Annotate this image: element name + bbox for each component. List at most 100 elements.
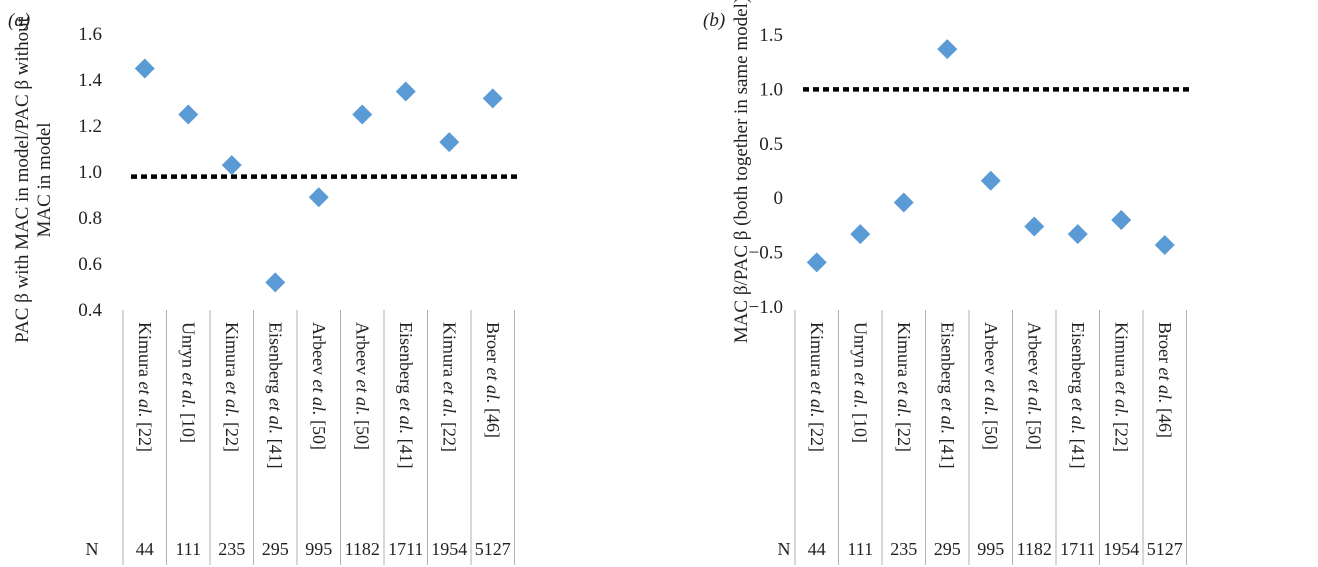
category-author: Kimura <box>439 322 459 381</box>
category-label: Unryn et al. [10] <box>850 322 870 443</box>
category-etal: et al. <box>396 398 416 434</box>
data-point <box>1067 224 1088 245</box>
category-author: Broer <box>1155 322 1175 367</box>
y-tick-label: 1.2 <box>78 116 102 137</box>
category-label: Arbeev et al. [50] <box>309 322 329 450</box>
category-etal: et al. <box>439 381 459 417</box>
category-author: Kimura <box>1111 322 1131 381</box>
category-label: Kimura et al. [22] <box>807 322 827 452</box>
category-author: Unryn <box>178 322 198 373</box>
category-label: Unryn et al. [10] <box>178 322 198 443</box>
data-point <box>308 187 329 208</box>
category-label: Arbeev et al. [50] <box>981 322 1001 450</box>
category-author: Kimura <box>807 322 827 381</box>
data-point <box>850 224 871 245</box>
category-ref: [41] <box>1068 434 1088 469</box>
category-ref: [41] <box>396 434 416 469</box>
y-tick-label: 0.4 <box>78 300 102 321</box>
category-etal: et al. <box>807 381 827 417</box>
category-etal: et al. <box>937 398 957 434</box>
y-tick-label: 0 <box>774 188 784 209</box>
y-axis-label: MAC in model <box>34 122 55 237</box>
data-point <box>980 170 1001 191</box>
y-axis-label: PAC β with MAC in model/PAC β without <box>12 16 33 342</box>
data-point <box>1111 209 1132 230</box>
n-value: 995 <box>977 539 1004 559</box>
y-tick-label: 1.6 <box>78 24 102 45</box>
category-author: Eisenberg <box>937 322 957 398</box>
category-author: Broer <box>483 322 503 367</box>
n-value: 1954 <box>431 539 467 559</box>
category-label: Kimura et al. [22] <box>1111 322 1131 452</box>
n-value: 1954 <box>1103 539 1139 559</box>
category-etal: et al. <box>1111 381 1131 417</box>
y-tick-label: 1.0 <box>78 162 102 183</box>
n-label: N <box>86 539 99 559</box>
y-tick-label: 1.5 <box>759 25 783 46</box>
y-tick-label: 0.6 <box>78 254 102 275</box>
category-author: Eisenberg <box>265 322 285 398</box>
category-ref: [22] <box>135 417 155 452</box>
category-ref: [50] <box>1024 415 1044 450</box>
data-point <box>221 155 242 176</box>
category-ref: [46] <box>1155 403 1175 438</box>
category-ref: [22] <box>439 417 459 452</box>
category-author: Kimura <box>135 322 155 381</box>
category-label: Kimura et al. [22] <box>894 322 914 452</box>
category-author: Eisenberg <box>396 322 416 398</box>
category-ref: [50] <box>981 415 1001 450</box>
category-label: Kimura et al. [22] <box>439 322 459 452</box>
n-value: 235 <box>218 539 245 559</box>
category-author: Arbeev <box>1024 322 1044 379</box>
y-tick-label: 1.4 <box>78 70 102 91</box>
category-label: Arbeev et al. [50] <box>1024 322 1044 450</box>
category-etal: et al. <box>352 379 372 415</box>
category-ref: [22] <box>807 417 827 452</box>
category-ref: [10] <box>850 409 870 444</box>
n-value: 295 <box>262 539 289 559</box>
n-value: 111 <box>847 539 873 559</box>
n-value: 5127 <box>475 539 511 559</box>
n-value: 44 <box>808 539 826 559</box>
category-ref: [46] <box>483 403 503 438</box>
n-value: 235 <box>890 539 917 559</box>
category-ref: [22] <box>1111 417 1131 452</box>
category-ref: [41] <box>265 434 285 469</box>
data-point <box>937 39 958 60</box>
n-value: 5127 <box>1147 539 1183 559</box>
category-etal: et al. <box>135 381 155 417</box>
category-ref: [50] <box>309 415 329 450</box>
n-value: 111 <box>175 539 201 559</box>
category-author: Arbeev <box>352 322 372 379</box>
category-author: Kimura <box>222 322 242 381</box>
n-value: 44 <box>136 539 154 559</box>
chart-panel-a: (a) 0.4 0.6 0.8 1.0 1.2 1.4 1.6 PAC β with MAC i… <box>8 10 520 565</box>
n-value: 1182 <box>1017 539 1052 559</box>
data-point <box>178 104 199 125</box>
n-value: 995 <box>305 539 332 559</box>
category-label: Broer et al. [46] <box>483 322 503 438</box>
category-label: Broer et al. [46] <box>1155 322 1175 438</box>
data-point <box>395 81 416 102</box>
category-ref: [22] <box>222 417 242 452</box>
data-point <box>806 252 827 273</box>
y-tick-label: −1.0 <box>749 297 783 318</box>
category-label: Eisenberg et al. [41] <box>265 322 285 469</box>
category-ref: [50] <box>352 415 372 450</box>
category-label: Arbeev et al. [50] <box>352 322 372 450</box>
category-etal: et al. <box>483 367 503 403</box>
panel-label: (b) <box>703 10 725 31</box>
category-label: Eisenberg et al. [41] <box>1068 322 1088 469</box>
category-etal: et al. <box>894 381 914 417</box>
category-label: Eisenberg et al. [41] <box>396 322 416 469</box>
category-etal: et al. <box>1155 367 1175 403</box>
category-etal: et al. <box>178 373 198 409</box>
n-value: 1182 <box>345 539 380 559</box>
data-point <box>134 58 155 79</box>
category-etal: et al. <box>850 373 870 409</box>
category-label: Kimura et al. [22] <box>222 322 242 452</box>
data-point <box>265 272 286 293</box>
category-etal: et al. <box>981 379 1001 415</box>
category-etal: et al. <box>265 398 285 434</box>
